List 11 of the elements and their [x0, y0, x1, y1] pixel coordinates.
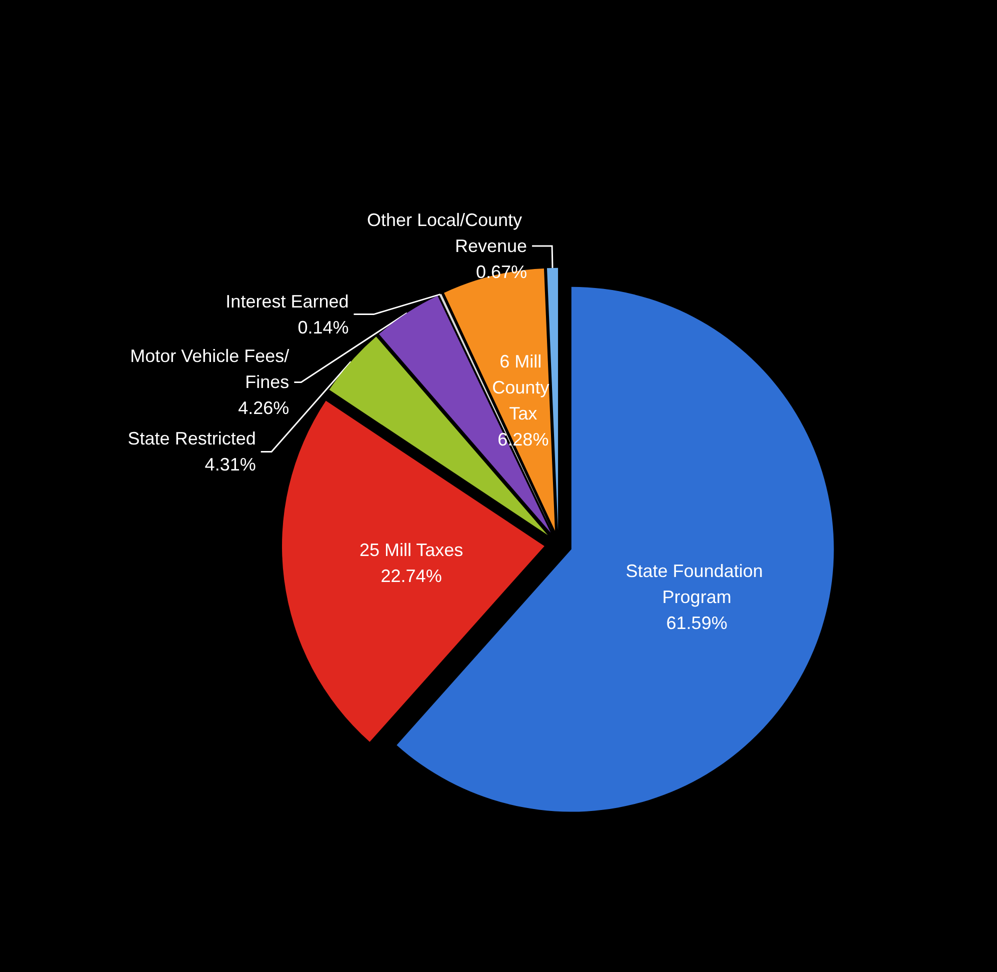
data-label: 4.26%: [238, 398, 290, 418]
slice-label: 25 Mill Taxes: [359, 540, 464, 560]
data-label: 61.59%: [666, 613, 728, 634]
slice-label: State Restricted: [128, 428, 256, 449]
slice-label: Interest Earned: [226, 291, 349, 312]
slice-label: Motor Vehicle Fees/Fines: [130, 346, 290, 392]
data-label: 22.74%: [380, 566, 442, 586]
data-label: 4.31%: [204, 454, 256, 475]
slice-label: Other Local/County Revenue: [366, 210, 528, 256]
data-label: 0.14%: [298, 317, 349, 338]
slice-label: State Foundation Program: [626, 561, 768, 608]
